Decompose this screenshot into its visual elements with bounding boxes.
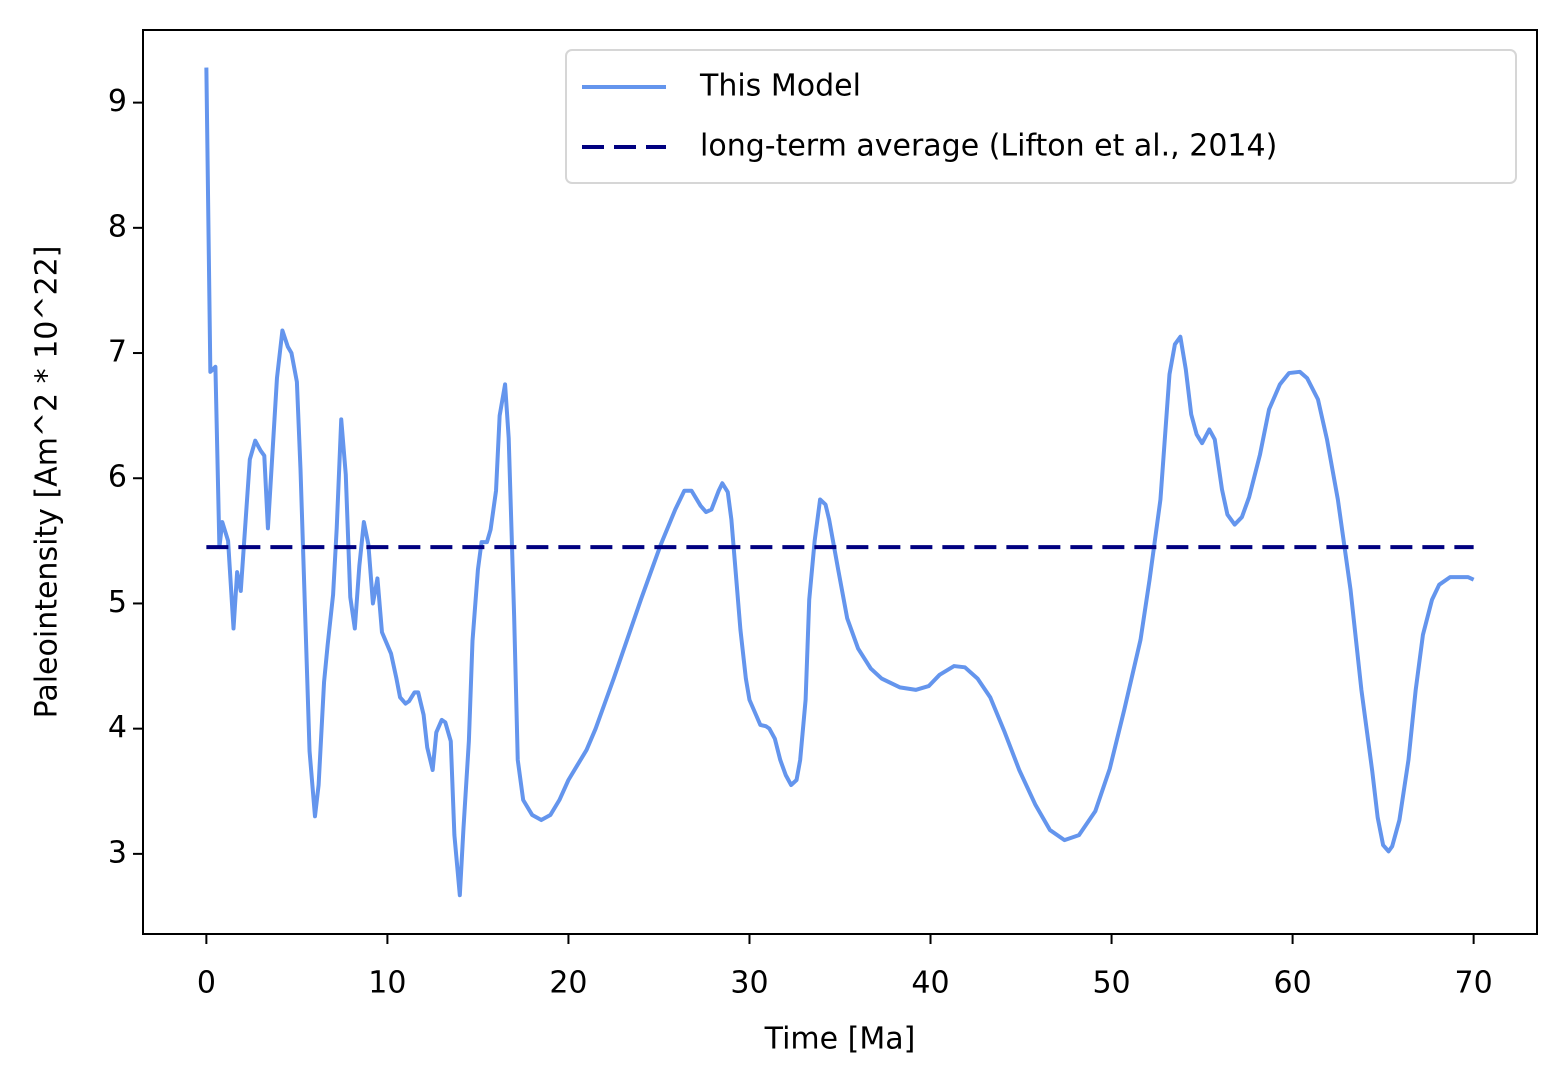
y-tick-label: 4	[108, 710, 127, 745]
y-tick-label: 7	[108, 335, 127, 370]
legend: This Model long-term average (Lifton et a…	[565, 49, 1517, 184]
legend-label: This Model	[699, 69, 861, 104]
x-tick-label: 20	[549, 966, 587, 1001]
x-tick-label: 60	[1274, 966, 1312, 1001]
y-tick-label: 9	[108, 84, 127, 119]
x-tick-label: 70	[1455, 966, 1493, 1001]
plot-frame	[142, 29, 1538, 935]
x-tick-label: 50	[1092, 966, 1130, 1001]
x-tick-label: 40	[911, 966, 949, 1001]
x-tick-label: 0	[197, 966, 216, 1001]
x-tick-label: 30	[730, 966, 768, 1001]
x-tick-label: 10	[368, 966, 406, 1001]
y-axis-label: Paleointensity [Am^2 * 10^22]	[30, 246, 65, 719]
series-line	[204, 67, 1475, 898]
y-tick-label: 8	[108, 209, 127, 244]
legend-box	[565, 49, 1517, 184]
x-axis-label: Time [Ma]	[764, 1022, 916, 1057]
legend-label: long-term average (Lifton et al., 2014)	[700, 129, 1277, 164]
y-tick-label: 5	[108, 585, 127, 620]
y-tick-label: 6	[108, 460, 127, 495]
y-tick-label: 3	[108, 835, 127, 870]
